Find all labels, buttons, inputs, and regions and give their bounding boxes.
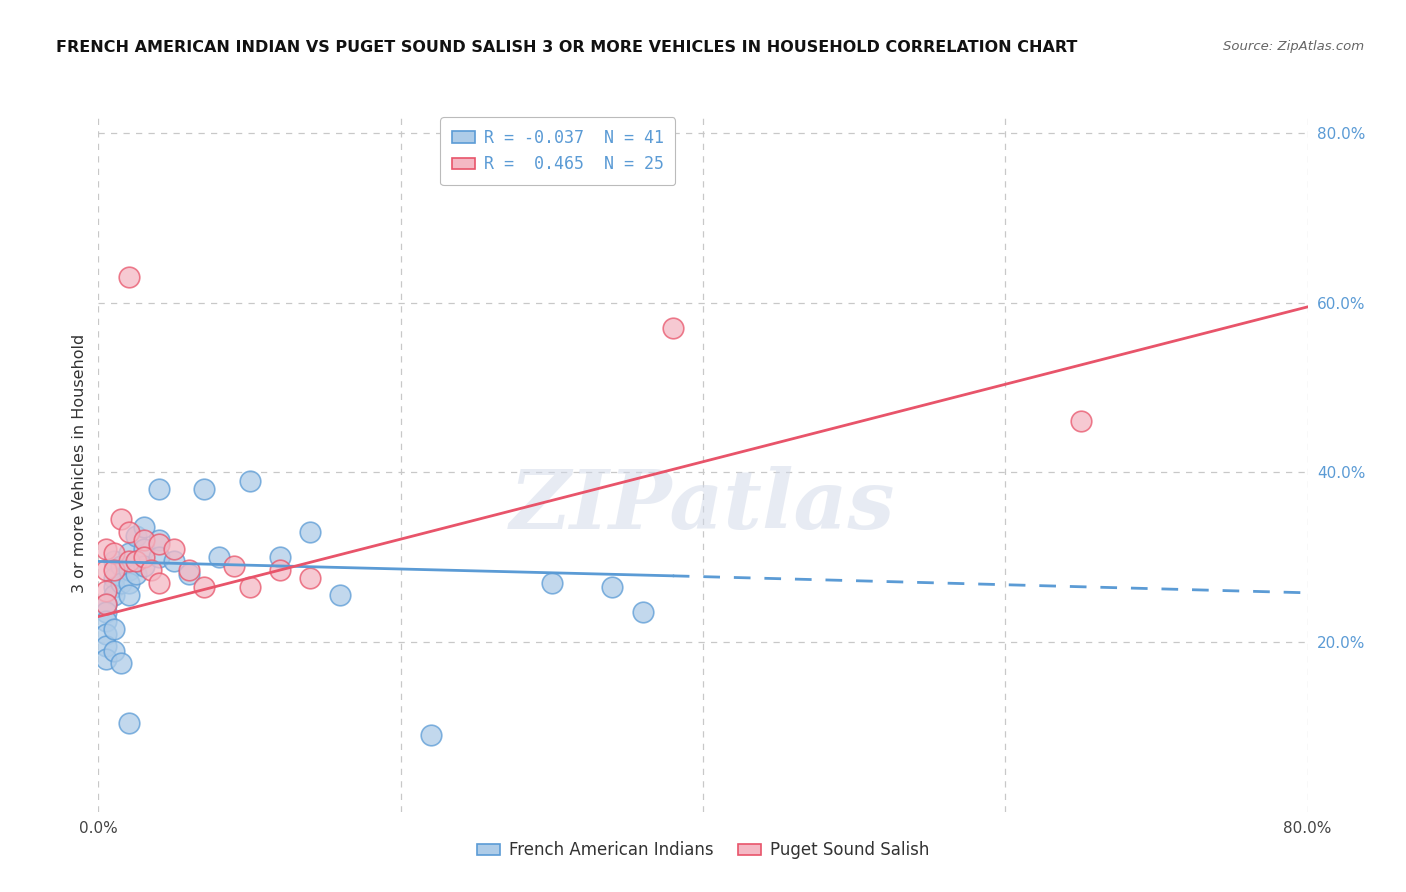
- Point: [94, 640, 117, 654]
- Point: [94, 541, 117, 556]
- Point: [299, 571, 322, 585]
- Point: [94, 597, 117, 611]
- Legend: French American Indians, Puget Sound Salish: French American Indians, Puget Sound Sal…: [470, 835, 936, 866]
- Point: [132, 558, 155, 573]
- Point: [631, 605, 654, 619]
- Point: [141, 563, 163, 577]
- Point: [118, 563, 141, 577]
- Point: [94, 597, 117, 611]
- Point: [94, 652, 117, 666]
- Point: [269, 563, 291, 577]
- Point: [540, 575, 562, 590]
- Point: [329, 588, 352, 602]
- Text: ZIPatlas: ZIPatlas: [510, 466, 896, 546]
- Point: [110, 575, 132, 590]
- Point: [103, 580, 125, 594]
- Point: [103, 554, 125, 568]
- Point: [110, 512, 132, 526]
- Point: [103, 588, 125, 602]
- Point: [193, 580, 215, 594]
- Point: [163, 541, 186, 556]
- Point: [179, 563, 201, 577]
- Point: [132, 550, 155, 565]
- Point: [602, 580, 624, 594]
- Point: [163, 554, 186, 568]
- Point: [118, 546, 141, 560]
- Point: [148, 533, 170, 548]
- Point: [94, 584, 117, 599]
- Point: [103, 546, 125, 560]
- Point: [662, 321, 685, 335]
- Point: [94, 626, 117, 640]
- Text: FRENCH AMERICAN INDIAN VS PUGET SOUND SALISH 3 OR MORE VEHICLES IN HOUSEHOLD COR: FRENCH AMERICAN INDIAN VS PUGET SOUND SA…: [56, 40, 1077, 55]
- Point: [239, 580, 262, 594]
- Point: [269, 550, 291, 565]
- Point: [103, 643, 125, 657]
- Point: [110, 558, 132, 573]
- Point: [132, 520, 155, 534]
- Point: [103, 563, 125, 577]
- Point: [148, 537, 170, 551]
- Point: [224, 558, 246, 573]
- Point: [94, 563, 117, 577]
- Point: [118, 270, 141, 285]
- Point: [420, 728, 443, 742]
- Point: [299, 524, 322, 539]
- Text: Source: ZipAtlas.com: Source: ZipAtlas.com: [1223, 40, 1364, 54]
- Y-axis label: 3 or more Vehicles in Household: 3 or more Vehicles in Household: [72, 334, 87, 593]
- Point: [94, 605, 117, 619]
- Point: [132, 533, 155, 548]
- Point: [148, 550, 170, 565]
- Point: [118, 524, 141, 539]
- Point: [118, 554, 141, 568]
- Point: [118, 588, 141, 602]
- Point: [1070, 414, 1092, 428]
- Point: [148, 483, 170, 497]
- Point: [125, 567, 148, 582]
- Point: [125, 529, 148, 543]
- Point: [148, 575, 170, 590]
- Point: [94, 614, 117, 628]
- Point: [125, 554, 148, 568]
- Point: [193, 483, 215, 497]
- Point: [103, 622, 125, 636]
- Point: [118, 715, 141, 730]
- Point: [118, 575, 141, 590]
- Point: [208, 550, 231, 565]
- Point: [125, 554, 148, 568]
- Point: [103, 571, 125, 585]
- Point: [239, 474, 262, 488]
- Point: [110, 657, 132, 671]
- Point: [179, 567, 201, 582]
- Point: [132, 541, 155, 556]
